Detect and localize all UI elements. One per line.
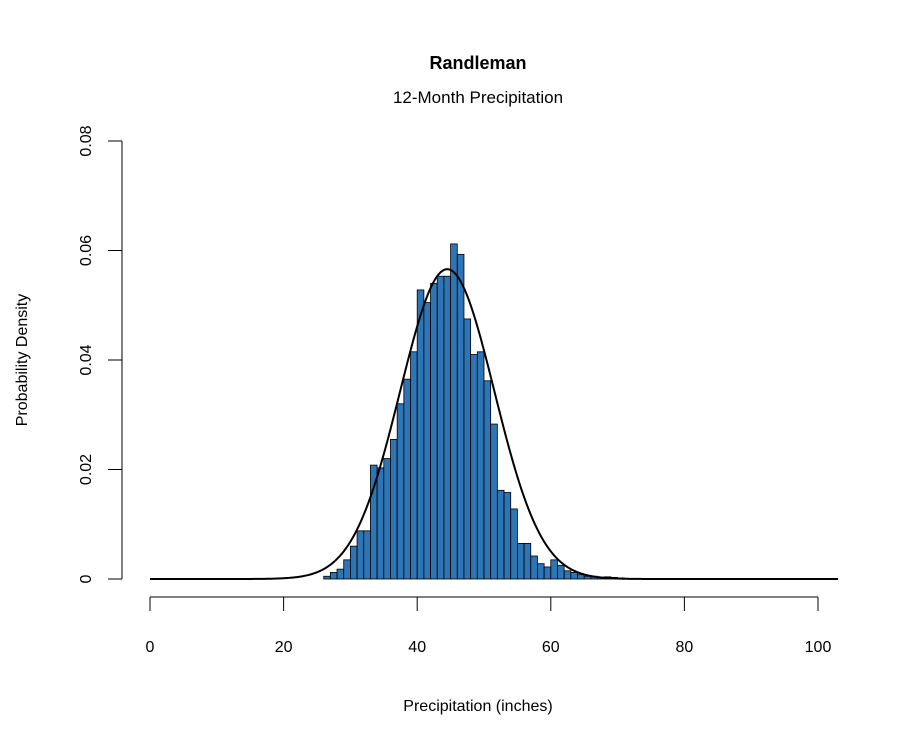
histogram-bar xyxy=(430,282,438,580)
histogram-bar xyxy=(476,351,485,580)
x-axis-label: Precipitation (inches) xyxy=(403,698,552,715)
x-axis: 0 20 40 60 80 100 xyxy=(146,596,832,656)
histogram-bar xyxy=(537,563,545,580)
x-tick-label: 0 xyxy=(146,639,155,656)
histogram-bar xyxy=(563,570,572,580)
histogram-bar xyxy=(517,543,525,580)
histogram-bar xyxy=(510,508,518,580)
histogram-bar xyxy=(450,243,458,580)
histogram-bar xyxy=(456,253,465,580)
histogram-bar xyxy=(323,575,331,580)
x-tick-label: 20 xyxy=(275,639,293,656)
histogram-bar xyxy=(483,380,492,580)
histogram-bar xyxy=(343,559,351,580)
histogram-bar xyxy=(349,545,358,580)
y-tick-label: 0.02 xyxy=(78,454,95,485)
y-tick-label: 0 xyxy=(78,574,95,583)
histogram-bar xyxy=(336,568,345,580)
y-tick-label: 0.06 xyxy=(78,235,95,266)
histogram-bar xyxy=(376,467,385,580)
histogram-bar xyxy=(577,574,585,580)
chart-title: Randleman xyxy=(429,53,526,73)
histogram-bar xyxy=(403,378,411,580)
histogram-bar xyxy=(470,354,478,580)
histogram-bar xyxy=(436,275,445,580)
histogram-bar xyxy=(543,566,552,580)
histogram-bar xyxy=(530,555,538,580)
y-tick-label: 0.04 xyxy=(78,344,95,375)
histogram-bar xyxy=(503,492,512,580)
histogram-bar xyxy=(443,275,452,580)
histogram-bar xyxy=(557,564,565,580)
density-curve xyxy=(150,268,839,580)
histogram-bar xyxy=(463,318,472,580)
chart-subtitle: 12-Month Precipitation xyxy=(393,88,563,107)
x-tick-label: 40 xyxy=(408,639,426,656)
histogram-bar xyxy=(396,403,405,580)
histogram-bar xyxy=(423,302,431,580)
histogram-bar xyxy=(490,423,498,580)
histogram-bar xyxy=(416,289,425,580)
x-tick-label: 80 xyxy=(676,639,694,656)
histogram-bar xyxy=(570,572,578,580)
histogram-bar xyxy=(363,530,371,580)
histogram-bar xyxy=(356,530,365,580)
histogram-bar xyxy=(523,543,532,580)
histogram-bar xyxy=(410,351,418,580)
y-axis: 0 0.02 0.04 0.06 0.08 xyxy=(78,125,123,583)
histogram-bar xyxy=(383,458,391,580)
x-tick-label: 100 xyxy=(805,639,832,656)
histogram-bar xyxy=(329,572,338,580)
y-tick-label: 0.08 xyxy=(78,125,95,156)
histogram-bar xyxy=(390,438,398,580)
histogram-bar xyxy=(550,559,558,580)
x-tick-label: 60 xyxy=(542,639,560,656)
histogram-bars xyxy=(323,243,659,580)
y-axis-label: Probability Density xyxy=(14,294,31,427)
histogram-bar xyxy=(496,489,505,580)
